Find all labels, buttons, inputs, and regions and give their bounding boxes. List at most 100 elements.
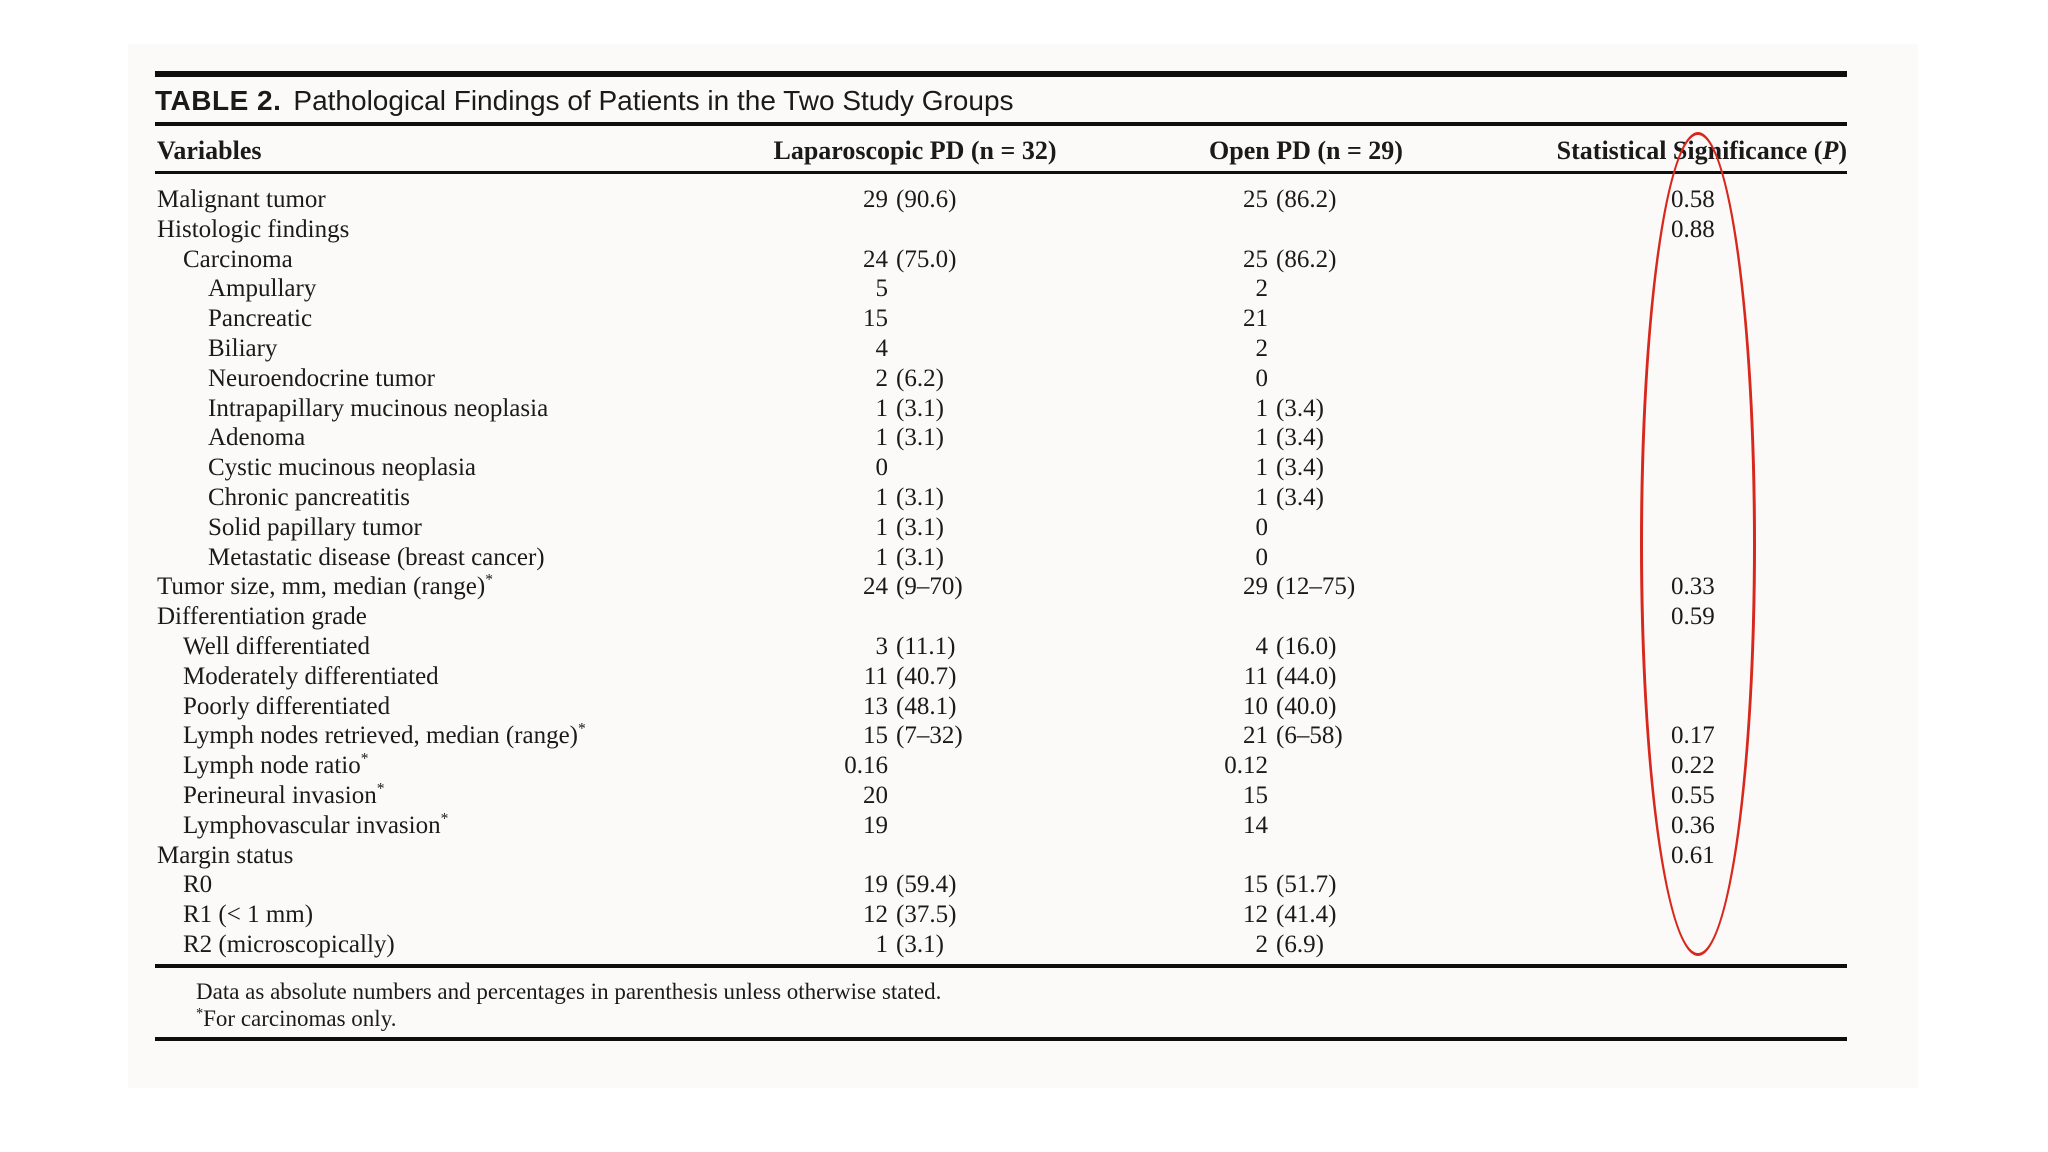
table-row: Carcinoma 24 (75.0) 25 (86.2) xyxy=(155,245,1847,275)
row-label: Lymph node ratio* xyxy=(183,750,369,779)
open-percent: (3.4) xyxy=(1276,484,1324,511)
laparoscopic-count: 13 xyxy=(863,693,888,720)
table-row: Adenoma 1 (3.1) 1 (3.4) xyxy=(155,423,1847,453)
open-percent: (16.0) xyxy=(1276,633,1337,660)
table-row: Well differentiated 3 (11.1) 4 (16.0) xyxy=(155,632,1847,662)
table-row: Differentiation grade 0.59 xyxy=(155,602,1847,632)
laparoscopic-percent: (3.1) xyxy=(896,931,944,958)
row-label: Poorly differentiated xyxy=(183,693,391,720)
laparoscopic-percent: (3.1) xyxy=(896,484,944,511)
table-row: Ampullary 5 2 xyxy=(155,274,1847,304)
open-count: 10 xyxy=(1243,693,1268,720)
table-row: Lymph nodes retrieved, median (range)* 1… xyxy=(155,721,1847,751)
open-count: 0 xyxy=(1255,514,1269,541)
open-count: 2 xyxy=(1255,335,1269,362)
open-count: 25 xyxy=(1243,186,1268,213)
open-percent: (12–75) xyxy=(1276,573,1356,600)
table-header-row: Variables Laparoscopic PD (n = 32) Open … xyxy=(155,136,1847,166)
header-open-pd: Open PD (n = 29) xyxy=(1209,136,1403,165)
laparoscopic-percent: (3.1) xyxy=(896,544,944,571)
open-count: 1 xyxy=(1255,395,1269,422)
laparoscopic-count: 15 xyxy=(863,305,888,332)
laparoscopic-count: 29 xyxy=(863,186,888,213)
row-label: R2 (microscopically) xyxy=(183,931,395,958)
header-variables: Variables xyxy=(157,136,262,165)
row-label: Histologic findings xyxy=(157,216,350,243)
open-percent: (6–58) xyxy=(1276,722,1343,749)
scan-background xyxy=(128,44,1918,1088)
table-row: Histologic findings 0.88 xyxy=(155,215,1847,245)
table-row: Metastatic disease (breast cancer) 1 (3.… xyxy=(155,543,1847,573)
row-label: Cystic mucinous neoplasia xyxy=(208,454,477,481)
laparoscopic-count: 12 xyxy=(863,901,888,928)
footnote-data-description: Data as absolute numbers and percentages… xyxy=(196,979,942,1004)
laparoscopic-percent: (40.7) xyxy=(896,663,957,690)
laparoscopic-percent: (3.1) xyxy=(896,424,944,451)
open-count: 25 xyxy=(1243,246,1268,273)
row-label: Solid papillary tumor xyxy=(208,514,422,541)
row-label: Neuroendocrine tumor xyxy=(208,365,436,392)
header-separator-rule xyxy=(155,171,1847,174)
open-percent: (3.4) xyxy=(1276,395,1324,422)
row-label: Tumor size, mm, median (range)* xyxy=(157,571,493,600)
open-percent: (40.0) xyxy=(1276,693,1337,720)
open-count: 0.12 xyxy=(1224,752,1268,779)
row-label: Perineural invasion* xyxy=(183,780,385,809)
laparoscopic-count: 1 xyxy=(875,424,889,451)
laparoscopic-percent: (7–32) xyxy=(896,722,963,749)
row-label: Carcinoma xyxy=(183,246,293,273)
laparoscopic-count: 2 xyxy=(875,365,889,392)
laparoscopic-percent: (75.0) xyxy=(896,246,957,273)
table-number: TABLE 2. xyxy=(155,85,282,116)
open-percent: (3.4) xyxy=(1276,424,1324,451)
table-caption: Pathological Findings of Patients in the… xyxy=(293,85,1014,116)
laparoscopic-count: 1 xyxy=(875,931,889,958)
label-asterisk: * xyxy=(578,720,586,738)
laparoscopic-percent: (3.1) xyxy=(896,395,944,422)
table-row: R1 (< 1 mm) 12 (37.5) 12 (41.4) xyxy=(155,900,1847,930)
row-label: Lymph nodes retrieved, median (range)* xyxy=(183,720,586,749)
laparoscopic-percent: (59.4) xyxy=(896,871,957,898)
laparoscopic-count: 3 xyxy=(875,633,889,660)
laparoscopic-count: 24 xyxy=(863,246,888,273)
open-count: 4 xyxy=(1255,633,1269,660)
red-ellipse-annotation xyxy=(1640,132,1756,956)
table-row: Pancreatic 15 21 xyxy=(155,304,1847,334)
laparoscopic-percent: (37.5) xyxy=(896,901,957,928)
open-percent: (41.4) xyxy=(1276,901,1337,928)
row-label: Biliary xyxy=(208,335,278,362)
laparoscopic-count: 1 xyxy=(875,544,889,571)
laparoscopic-count: 1 xyxy=(875,514,889,541)
laparoscopic-percent: (11.1) xyxy=(896,633,956,660)
row-label: R0 xyxy=(183,871,213,898)
open-count: 2 xyxy=(1255,275,1269,302)
table-row: Chronic pancreatitis 1 (3.1) 1 (3.4) xyxy=(155,483,1847,513)
table-row: R2 (microscopically) 1 (3.1) 2 (6.9) xyxy=(155,930,1847,960)
label-asterisk: * xyxy=(360,750,369,768)
open-count: 14 xyxy=(1243,812,1268,839)
header-laparoscopic-pd: Laparoscopic PD (n = 32) xyxy=(773,136,1057,165)
open-count: 1 xyxy=(1255,424,1269,451)
open-count: 21 xyxy=(1243,722,1268,749)
title-separator-rule xyxy=(155,122,1847,126)
laparoscopic-percent: (48.1) xyxy=(896,693,957,720)
footnote-text: For carcinomas only. xyxy=(203,1006,397,1031)
open-count: 2 xyxy=(1255,931,1269,958)
laparoscopic-count: 1 xyxy=(875,484,889,511)
row-label: Moderately differentiated xyxy=(183,663,439,690)
row-label: Pancreatic xyxy=(208,305,313,332)
table-row: Neuroendocrine tumor 2 (6.2) 0 xyxy=(155,364,1847,394)
laparoscopic-percent: (9–70) xyxy=(896,573,963,600)
table-bottom-rule xyxy=(155,1037,1847,1041)
open-count: 1 xyxy=(1255,454,1269,481)
footnote-asterisk: * xyxy=(196,1005,204,1022)
open-count: 0 xyxy=(1255,544,1269,571)
row-label: Malignant tumor xyxy=(157,186,326,213)
open-count: 29 xyxy=(1243,573,1268,600)
table-row: Lymph node ratio* 0.16 0.12 0.22 xyxy=(155,751,1847,781)
open-percent: (86.2) xyxy=(1276,246,1337,273)
row-label: Lymphovascular invasion* xyxy=(183,810,449,839)
label-asterisk: * xyxy=(376,780,385,798)
table-row: Moderately differentiated 11 (40.7) 11 (… xyxy=(155,662,1847,692)
